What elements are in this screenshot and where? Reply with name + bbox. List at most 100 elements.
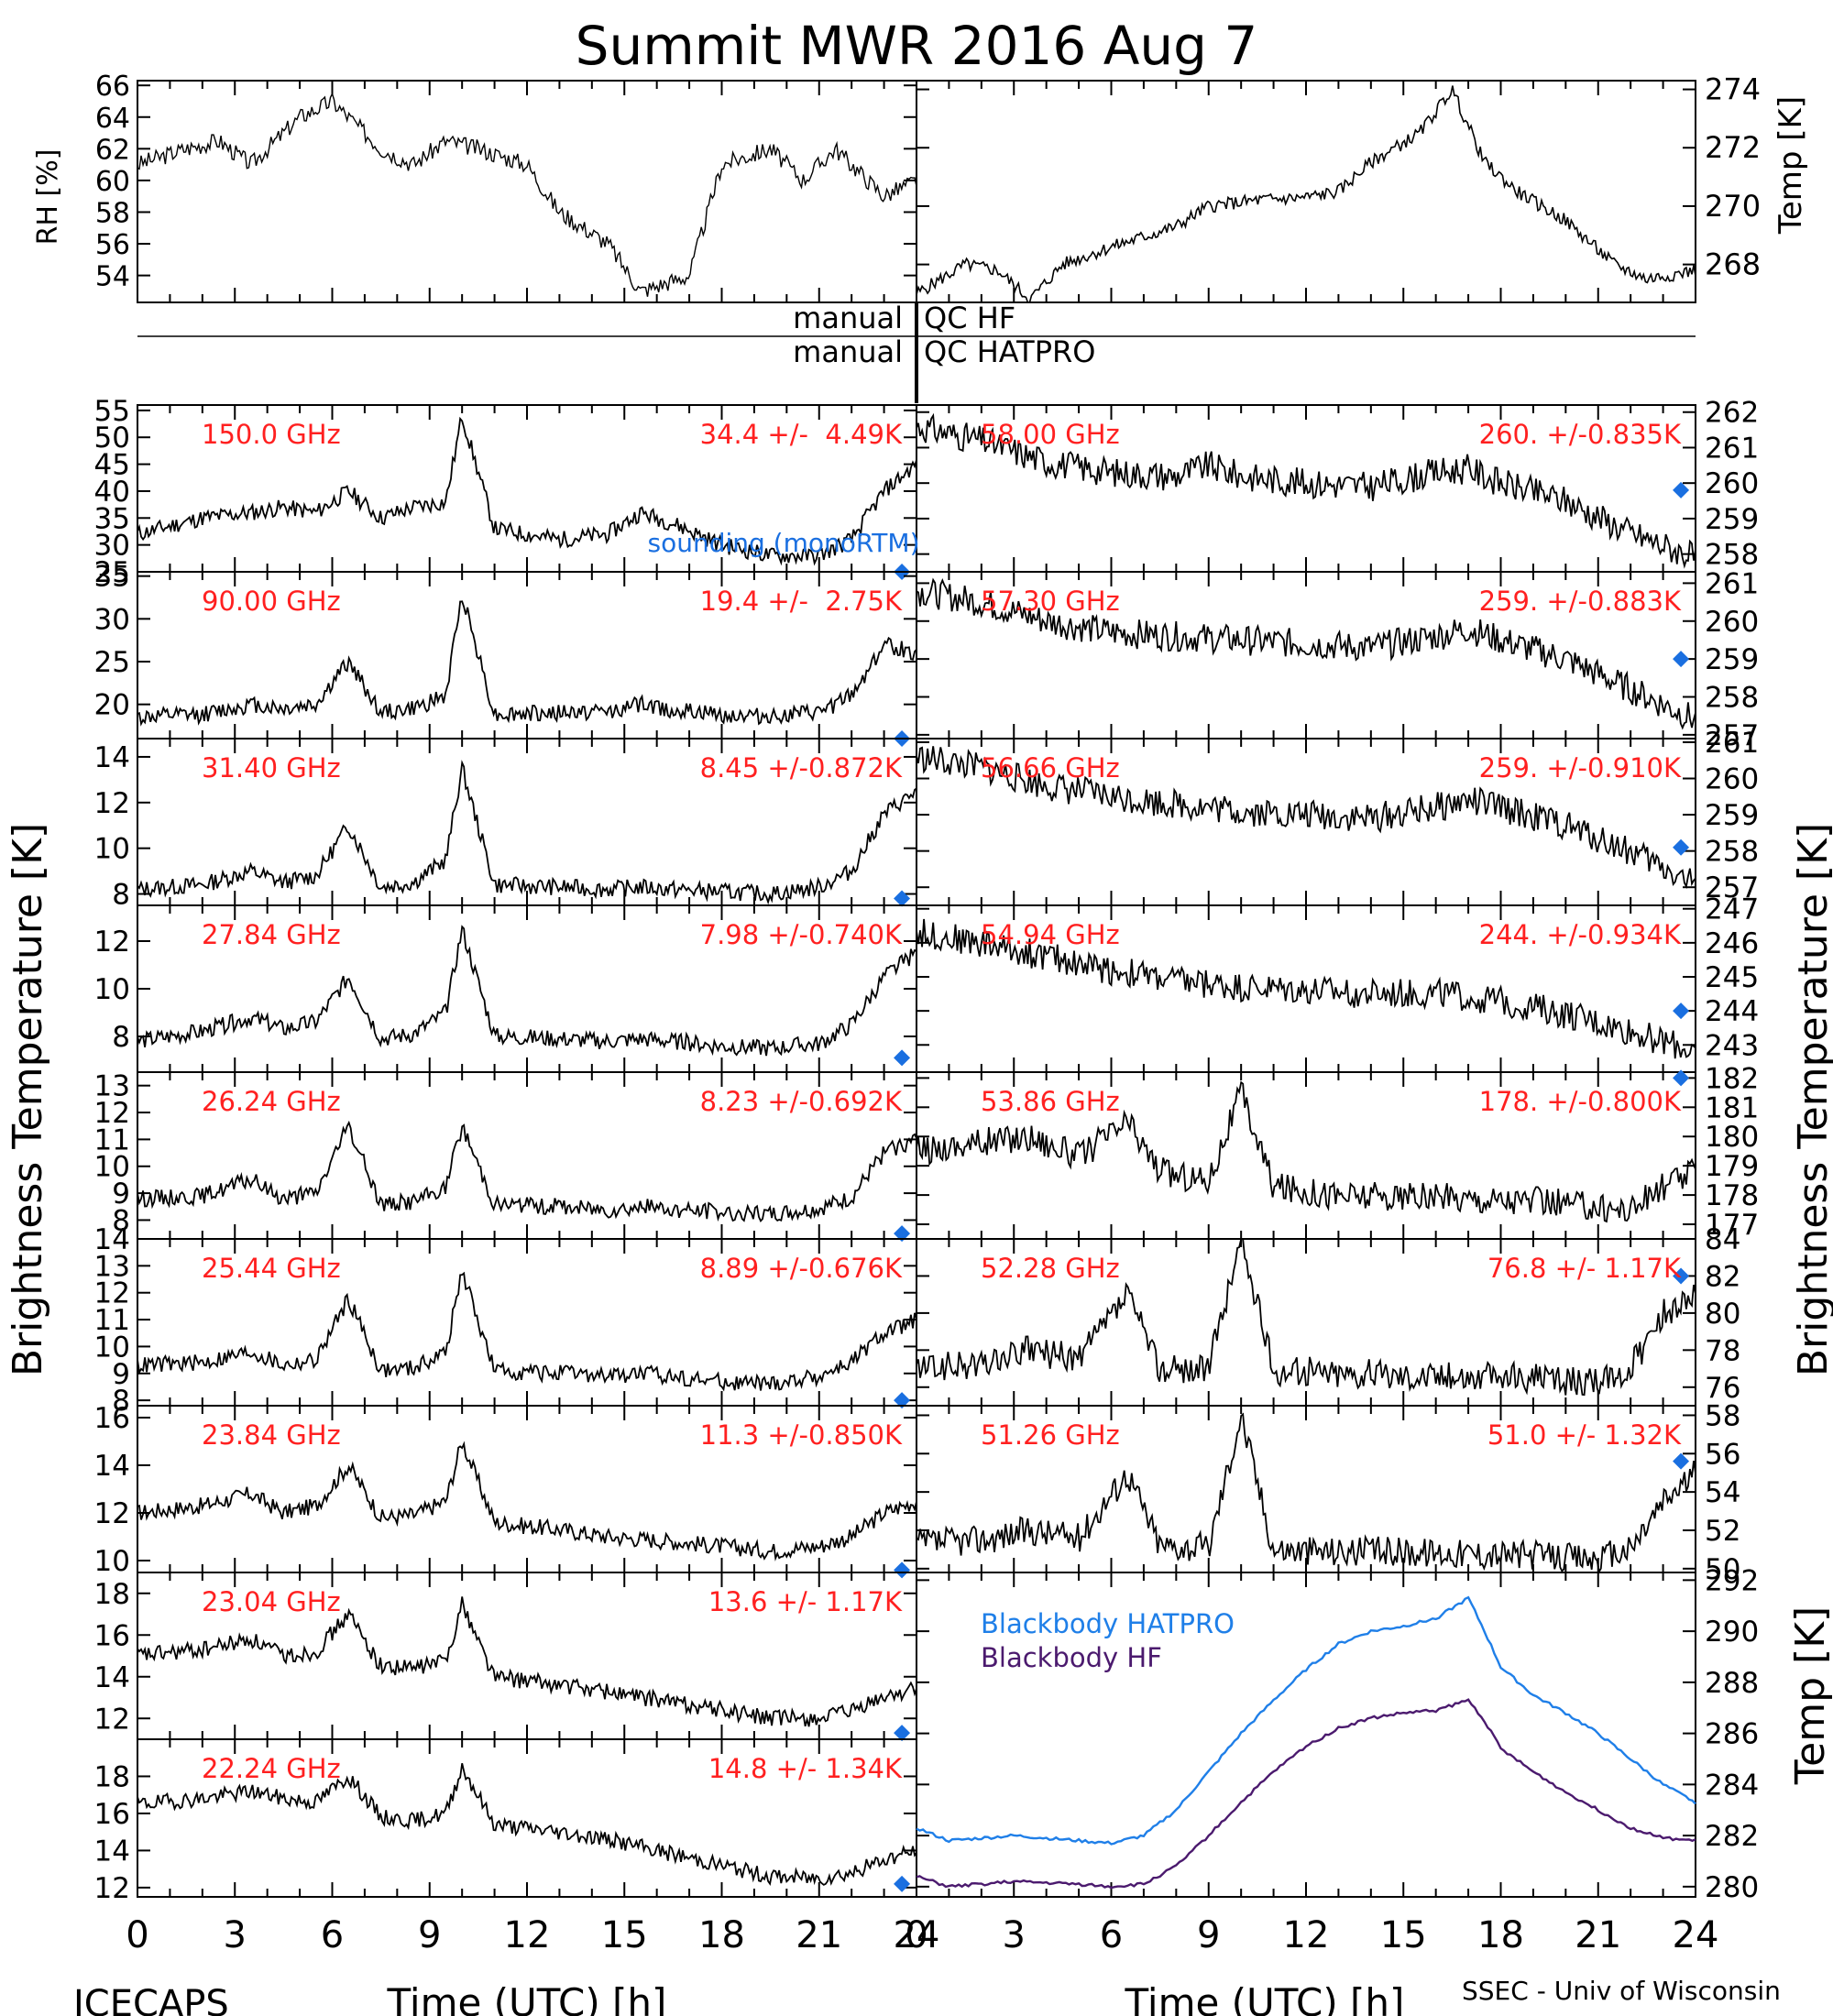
ytick-label: 25 <box>94 556 130 589</box>
ytick-label: 10 <box>94 1545 130 1578</box>
sounding-marker <box>894 1561 911 1579</box>
figure-title: Summit MWR 2016 Aug 7 <box>576 15 1258 77</box>
ytick-label: 284 <box>1705 1769 1759 1802</box>
ytick-label: 18 <box>94 1578 130 1611</box>
bb-temp-axis-label: Temp [K] <box>1787 1606 1833 1785</box>
xtick-label-left: 9 <box>418 1914 441 1956</box>
sounding-marker <box>1673 838 1690 856</box>
channel-stats-56-66: 259. +/-0.910K <box>1479 752 1682 783</box>
tb-right-axis-label: Brightness Temperature [K] <box>1790 823 1833 1376</box>
ytick-label: 16 <box>94 1619 130 1652</box>
channel-label-57-30: 57.30 GHz <box>981 586 1120 617</box>
trace-27-84 <box>137 925 917 1057</box>
trace-31-40 <box>137 760 917 905</box>
ytick-label: 16 <box>94 1798 130 1831</box>
ytick-label: 246 <box>1705 927 1759 960</box>
channel-label-26-24: 26.24 GHz <box>202 1086 341 1117</box>
ytick-label: 56 <box>1705 1438 1740 1471</box>
ytick-label: 55 <box>94 395 130 428</box>
xtick-label-left: 0 <box>126 1914 148 1956</box>
ytick-label: 25 <box>94 646 130 679</box>
ytick-label: 259 <box>1705 643 1759 676</box>
ytick-label: 11 <box>94 1123 130 1156</box>
ytick-label: 280 <box>1705 1871 1759 1904</box>
ytick-label: 45 <box>94 449 130 482</box>
trace-23-84 <box>137 1441 917 1561</box>
ytick-label: 261 <box>1705 567 1759 600</box>
sounding-marker <box>1673 481 1690 499</box>
qc-hf-label: manual <box>793 301 903 335</box>
trace-54-94 <box>916 918 1696 1059</box>
channel-stats-22-24: 14.8 +/- 1.34K <box>708 1753 903 1784</box>
sounding-marker <box>1673 1452 1690 1470</box>
ytick-label: 10 <box>94 1331 130 1364</box>
ytick-label: 18 <box>94 1760 130 1793</box>
trace-53-86 <box>916 1080 1696 1223</box>
ytick-label: 30 <box>94 530 130 563</box>
ytick-label: 14 <box>94 1223 130 1256</box>
sounding-marker <box>894 1392 911 1409</box>
ytick-label: 76 <box>1705 1372 1740 1405</box>
ytick-label: 260 <box>1705 606 1759 639</box>
ytick-label: 245 <box>1705 961 1759 994</box>
tb-left-axis-label: Brightness Temperature [K] <box>5 823 51 1376</box>
xtick-label-right: 0 <box>905 1914 927 1956</box>
xtick-label-left: 18 <box>698 1914 745 1956</box>
xtick-label-right: 15 <box>1380 1914 1427 1956</box>
channel-label-58-00: 58.00 GHz <box>981 419 1120 450</box>
ytick-label: 40 <box>94 476 130 509</box>
trace-25-44 <box>137 1271 917 1392</box>
ytick-label: 258 <box>1705 836 1759 869</box>
channel-stats-27-84: 7.98 +/-0.740K <box>700 919 903 950</box>
ytick-label: 11 <box>94 1304 130 1337</box>
ytick-label: 52 <box>1705 1515 1740 1548</box>
channel-stats-26-24: 8.23 +/-0.692K <box>700 1086 903 1117</box>
trace-52-28 <box>916 1238 1696 1397</box>
ytick-label: 84 <box>1705 1223 1740 1256</box>
channel-stats-23-84: 11.3 +/-0.850K <box>700 1419 903 1451</box>
ytick-label: 35 <box>94 502 130 535</box>
channel-label-53-86: 53.86 GHz <box>981 1086 1120 1117</box>
ytick-label: 58 <box>1705 1399 1740 1432</box>
ytick-label: 274 <box>1705 72 1761 107</box>
ytick-label: 257 <box>1705 871 1759 904</box>
sounding-marker <box>894 890 911 907</box>
sounding-marker <box>1673 1069 1690 1087</box>
ytick-label: 258 <box>1705 539 1759 572</box>
channel-label-22-24: 22.24 GHz <box>202 1753 341 1784</box>
ytick-label: 12 <box>94 1097 130 1130</box>
trace-58-00 <box>916 412 1696 569</box>
channel-label-23-84: 23.84 GHz <box>202 1419 341 1451</box>
ytick-label: 66 <box>95 71 130 103</box>
trace-23-04 <box>137 1596 917 1727</box>
series-line-hatpro <box>916 1595 1696 1846</box>
ytick-label: 8 <box>112 1385 130 1418</box>
channel-stats-57-30: 259. +/-0.883K <box>1479 586 1682 617</box>
channel-label-23-04: 23.04 GHz <box>202 1586 341 1617</box>
channel-label-56-66: 56.66 GHz <box>981 752 1120 783</box>
legend-hatpro: Blackbody HATPRO <box>981 1608 1235 1639</box>
xtick-label-left: 21 <box>796 1914 842 1956</box>
qc-hatpro-label: manual <box>793 334 903 369</box>
series-line-hf <box>916 1698 1696 1890</box>
ytick-label: 30 <box>94 603 130 636</box>
ytick-label: 10 <box>94 973 130 1006</box>
xtick-label-right: 24 <box>1673 1914 1719 1956</box>
ytick-label: 268 <box>1705 247 1761 282</box>
trace-rh <box>137 92 917 297</box>
xtick-label-right: 21 <box>1575 1914 1621 1956</box>
ytick-label: 257 <box>1705 719 1759 752</box>
channel-label-51-26: 51.26 GHz <box>981 1419 1120 1451</box>
channel-stats-58-00: 260. +/-0.835K <box>1479 419 1682 450</box>
ytick-label: 12 <box>94 1703 130 1736</box>
channel-stats-23-04: 13.6 +/- 1.17K <box>708 1586 903 1617</box>
ytick-label: 180 <box>1705 1121 1759 1154</box>
ytick-label: 35 <box>94 561 130 594</box>
trace-temp <box>916 85 1696 303</box>
ytick-label: 181 <box>1705 1091 1759 1124</box>
xtick-label-left: 6 <box>321 1914 344 1956</box>
trace-26-24 <box>137 1120 917 1223</box>
sounding-marker <box>894 1049 911 1067</box>
ytick-label: 54 <box>95 261 130 293</box>
ytick-label: 262 <box>1705 397 1759 430</box>
